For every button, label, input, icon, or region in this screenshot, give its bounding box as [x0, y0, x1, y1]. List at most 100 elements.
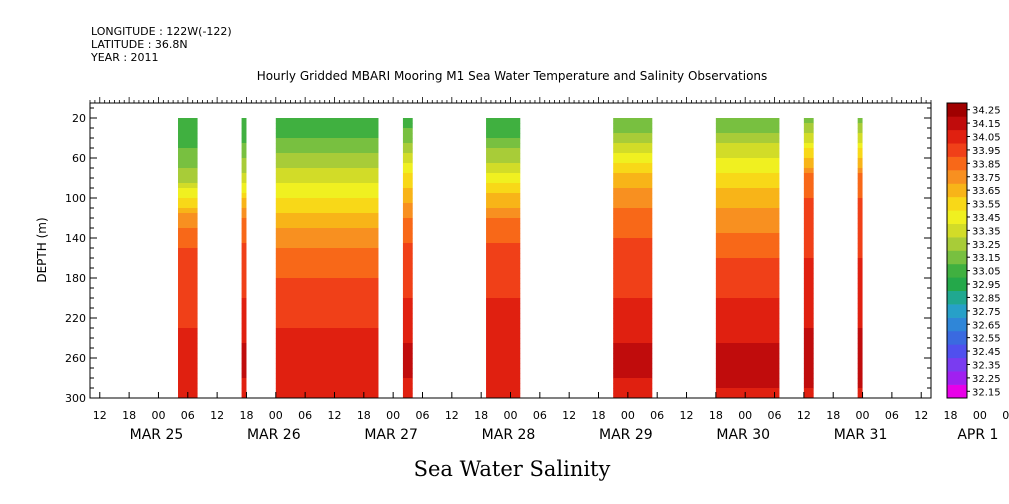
heatmap-cell	[402, 388, 413, 394]
heatmap-cell	[715, 268, 780, 274]
heatmap-cell	[715, 363, 780, 369]
heatmap-cell	[486, 298, 521, 304]
heatmap-cell	[486, 373, 521, 379]
heatmap-cell	[486, 393, 521, 399]
heatmap-cell	[803, 288, 814, 294]
heatmap-cell	[178, 228, 198, 234]
heatmap-cell	[857, 123, 863, 129]
heatmap-cell	[613, 243, 653, 249]
heatmap-cell	[402, 383, 413, 389]
data-segment	[715, 118, 780, 399]
heatmap-cell	[857, 188, 863, 194]
heatmap-cell	[275, 223, 379, 229]
heatmap-cell	[275, 128, 379, 134]
heatmap-cell	[857, 178, 863, 184]
heatmap-cell	[486, 233, 521, 239]
heatmap-cell	[803, 268, 814, 274]
heatmap-cell	[178, 298, 198, 304]
y-tick-label: 60	[72, 152, 86, 165]
heatmap-cell	[857, 158, 863, 164]
heatmap-cell	[241, 223, 247, 229]
heatmap-cell	[715, 223, 780, 229]
heatmap-cell	[803, 338, 814, 344]
heatmap-cell	[402, 268, 413, 274]
heatmap-cell	[486, 153, 521, 159]
heatmap-cell	[486, 173, 521, 179]
heatmap-cell	[486, 128, 521, 134]
heatmap-cell	[178, 283, 198, 289]
heatmap-cell	[486, 193, 521, 199]
heatmap-cell	[803, 368, 814, 374]
heatmap-cell	[803, 248, 814, 254]
heatmap-cell	[241, 288, 247, 294]
x-hour-label: 06	[181, 409, 195, 422]
heatmap-cell	[402, 338, 413, 344]
heatmap-cell	[857, 333, 863, 339]
heatmap-cell	[613, 183, 653, 189]
heatmap-cell	[275, 363, 379, 369]
x-hour-label: 00	[386, 409, 400, 422]
heatmap-cell	[857, 298, 863, 304]
heatmap-cell	[275, 193, 379, 199]
heatmap-cell	[857, 173, 863, 179]
longitude-label: LONGITUDE : 122W(-122)	[91, 25, 232, 38]
heatmap-cell	[857, 168, 863, 174]
heatmap-cell	[613, 173, 653, 179]
heatmap-cell	[613, 233, 653, 239]
heatmap-cell	[178, 133, 198, 139]
heatmap-cell	[275, 343, 379, 349]
heatmap-cell	[857, 138, 863, 144]
heatmap-cell	[613, 358, 653, 364]
heatmap-cell	[486, 158, 521, 164]
heatmap-cell	[803, 128, 814, 134]
heatmap-cell	[402, 393, 413, 399]
heatmap-cell	[613, 388, 653, 394]
y-axis-label: DEPTH (m)	[35, 217, 49, 282]
heatmap-cell	[715, 348, 780, 354]
heatmap-cell	[178, 213, 198, 219]
heatmap-cell	[275, 308, 379, 314]
x-hour-label: 00	[621, 409, 635, 422]
heatmap-cell	[486, 278, 521, 284]
heatmap-cell	[715, 183, 780, 189]
data-segment	[613, 118, 653, 399]
heatmap-cell	[241, 243, 247, 249]
x-hour-label: 06	[533, 409, 547, 422]
heatmap-cell	[715, 168, 780, 174]
heatmap-cell	[402, 193, 413, 199]
heatmap-cell	[857, 183, 863, 189]
x-hour-label: 18	[709, 409, 723, 422]
heatmap-cell	[178, 363, 198, 369]
heatmap-cell	[857, 163, 863, 169]
x-hour-label: 00	[151, 409, 165, 422]
heatmap-cell	[857, 153, 863, 159]
heatmap-cell	[178, 258, 198, 264]
heatmap-cell	[486, 293, 521, 299]
data-segment	[803, 118, 814, 399]
heatmap-cell	[178, 268, 198, 274]
colorbar-swatch	[947, 357, 967, 372]
heatmap-cell	[486, 218, 521, 224]
y-tick-label: 300	[65, 392, 86, 405]
x-hour-label: 12	[327, 409, 341, 422]
colorbar-label: 32.75	[972, 307, 1001, 318]
heatmap-cell	[241, 153, 247, 159]
heatmap-cell	[402, 368, 413, 374]
heatmap-cell	[178, 158, 198, 164]
colorbar-swatch	[947, 156, 967, 171]
heatmap-cell	[715, 278, 780, 284]
y-tick-label: 20	[72, 112, 86, 125]
heatmap-cell	[402, 278, 413, 284]
heatmap-cell	[241, 363, 247, 369]
colorbar-label: 32.35	[972, 360, 1001, 371]
heatmap-cell	[613, 223, 653, 229]
colorbar-swatch	[947, 384, 967, 399]
heatmap-cell	[486, 253, 521, 259]
heatmap-cell	[178, 378, 198, 384]
colorbar-swatch	[947, 170, 967, 184]
heatmap-cell	[241, 263, 247, 269]
heatmap-cell	[715, 393, 780, 399]
heatmap-cell	[486, 353, 521, 359]
heatmap-cell	[275, 393, 379, 399]
heatmap-cell	[613, 203, 653, 209]
